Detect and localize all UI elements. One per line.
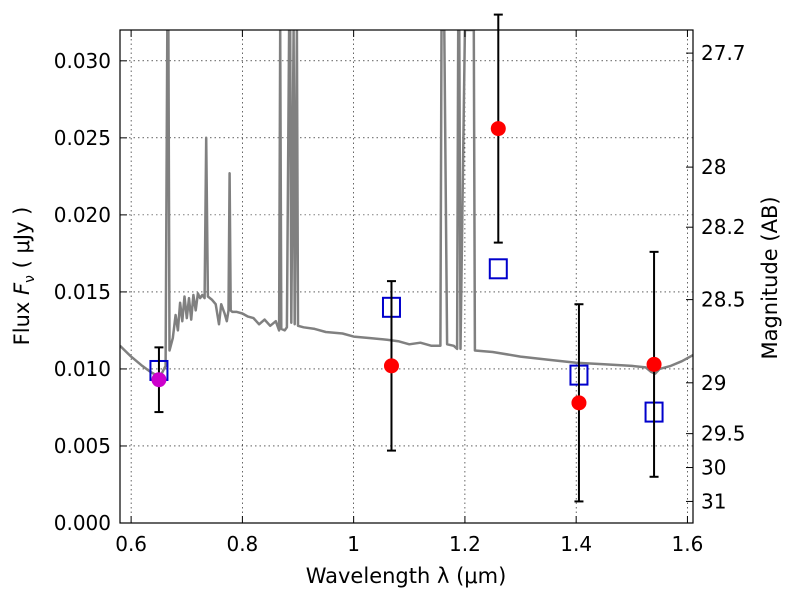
y-tick-label: 0.005 bbox=[54, 434, 111, 458]
x-tick-label: 1.6 bbox=[672, 532, 704, 556]
mag-tick-label: 29.5 bbox=[701, 422, 746, 446]
observed-photometry-point bbox=[490, 121, 506, 137]
y-tick-label: 0.030 bbox=[54, 49, 111, 73]
y-tick-label: 0.000 bbox=[54, 511, 111, 535]
x-tick-label: 1 bbox=[347, 532, 360, 556]
mag-tick-label: 28.5 bbox=[701, 288, 746, 312]
y-tick-label: 0.020 bbox=[54, 203, 111, 227]
mag-tick-label: 27.7 bbox=[701, 41, 746, 65]
observed-photometry-point bbox=[151, 372, 167, 388]
y-axis-label: Flux Fν ( μJy ) bbox=[10, 207, 38, 346]
x-tick-label: 1.4 bbox=[560, 532, 592, 556]
model-spectrum-line bbox=[120, 30, 693, 377]
mag-tick-label: 30 bbox=[701, 456, 726, 480]
tick-layer: 0.6 0.8 1 1.2 1.4 1.6 0.000 0.005 0.010 0.015 0.02… bbox=[54, 30, 746, 556]
mag-tick-label: 31 bbox=[701, 489, 726, 513]
x-tick-label: 0.6 bbox=[115, 532, 147, 556]
mag-tick-label: 28.2 bbox=[701, 215, 746, 239]
y-tick-label: 0.025 bbox=[54, 126, 111, 150]
mag-tick-label: 28 bbox=[701, 155, 726, 179]
model-photometry-square bbox=[488, 258, 508, 280]
mag-tick-label: 29 bbox=[701, 371, 726, 395]
y-tick-label: 0.010 bbox=[54, 357, 111, 381]
marker-layer bbox=[149, 13, 664, 503]
observed-photometry-point bbox=[571, 395, 587, 411]
observed-photometry-point bbox=[646, 356, 662, 372]
x-axis-label: Wavelength λ (μm) bbox=[306, 564, 507, 588]
x-tick-label: 0.8 bbox=[226, 532, 258, 556]
observed-photometry-point bbox=[383, 358, 399, 374]
x-tick-label: 1.2 bbox=[449, 532, 481, 556]
y-tick-label: 0.015 bbox=[54, 280, 111, 304]
series-layer bbox=[120, 30, 693, 377]
y-axis-right-label: Magnitude (AB) bbox=[758, 196, 782, 359]
plot-frame bbox=[119, 29, 694, 524]
